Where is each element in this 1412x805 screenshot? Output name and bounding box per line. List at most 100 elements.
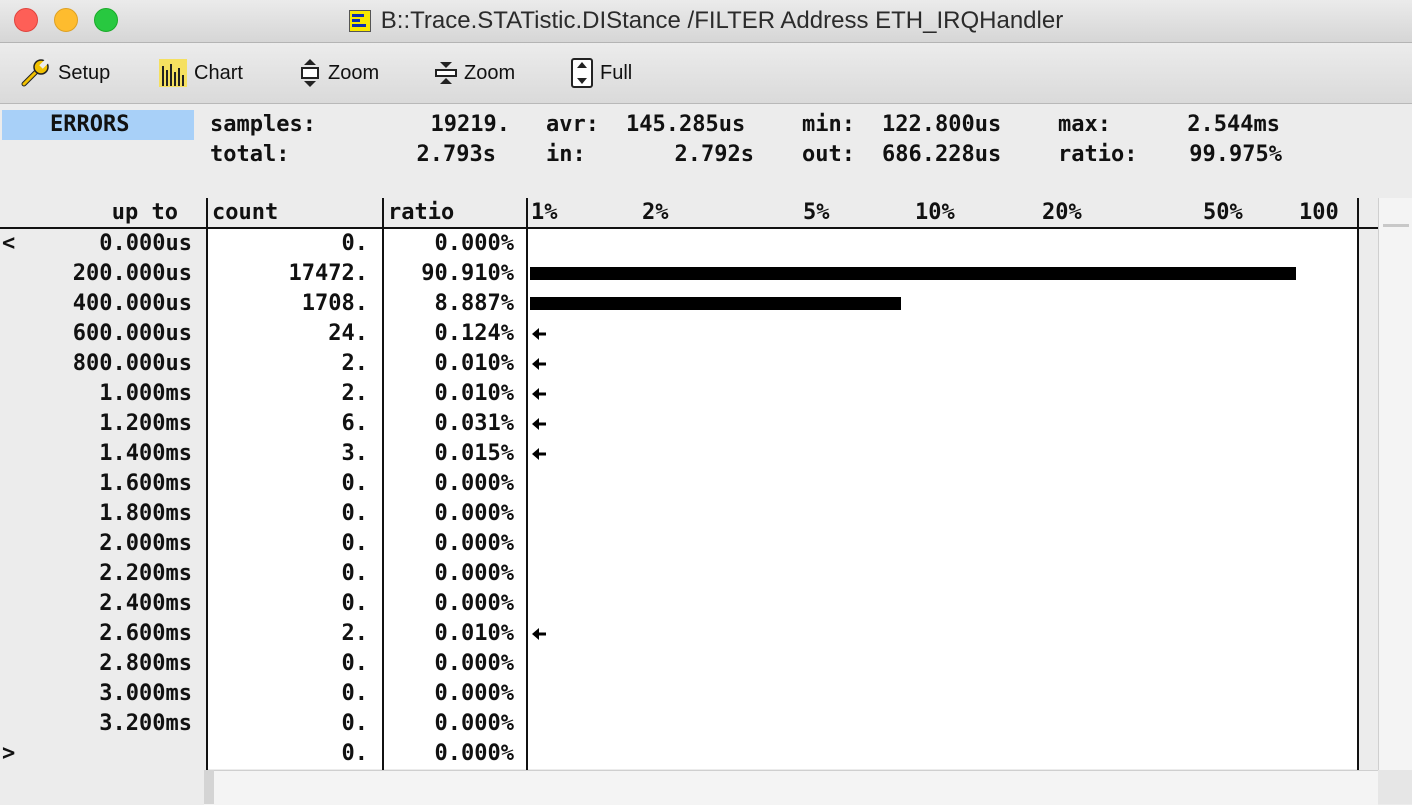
trace-list-icon bbox=[348, 10, 371, 32]
row-ratio: 0.010% bbox=[434, 381, 514, 406]
scale-label-50pct: 50% bbox=[1203, 200, 1243, 225]
vertical-scrollbar[interactable] bbox=[1378, 198, 1412, 770]
table-row[interactable]: 1.800ms 0. 0.000% bbox=[0, 499, 1378, 529]
maximize-window-button[interactable] bbox=[94, 8, 118, 32]
table-row[interactable]: 400.000us 1708. 8.887% bbox=[0, 289, 1378, 319]
setup-label: Setup bbox=[58, 61, 111, 84]
row-upto: 600.000us bbox=[72, 321, 192, 346]
table-row[interactable]: 3.200ms 0. 0.000% bbox=[0, 709, 1378, 739]
table-row[interactable]: 2.000ms 0. 0.000% bbox=[0, 529, 1378, 559]
out-value: 686.228us bbox=[882, 142, 1002, 167]
avr-label: avr: bbox=[546, 112, 599, 137]
min-label: min: bbox=[802, 112, 855, 137]
row-upto: 1.800ms bbox=[99, 501, 192, 526]
row-upto: 2.000ms bbox=[99, 531, 192, 556]
row-count: 0. bbox=[341, 231, 369, 256]
distribution-table[interactable]: <0.000us 0. 0.000% 200.000us 17472. 90.910% 40… bbox=[0, 229, 1378, 769]
horizontal-scrollbar[interactable] bbox=[204, 770, 1378, 805]
scale-label-100pct: 100 bbox=[1299, 200, 1339, 225]
below-scale-arrow-icon bbox=[532, 628, 546, 640]
table-row[interactable]: 1.000ms 2. 0.010% bbox=[0, 379, 1378, 409]
column-header-ratio[interactable]: ratio bbox=[388, 200, 455, 225]
chart-icon bbox=[159, 59, 187, 87]
total-value: 2.793s bbox=[416, 142, 496, 167]
footer-left-area bbox=[0, 770, 204, 804]
column-header-count[interactable]: count bbox=[212, 200, 279, 225]
row-count: 17472. bbox=[288, 261, 368, 286]
close-window-button[interactable] bbox=[14, 8, 38, 32]
table-row[interactable]: 1.200ms 6. 0.031% bbox=[0, 409, 1378, 439]
table-row[interactable]: 2.400ms 0. 0.000% bbox=[0, 589, 1378, 619]
zoom-out-label: Zoom bbox=[464, 61, 516, 84]
scale-label-10pct: 10% bbox=[915, 200, 955, 225]
row-upto: 1.000ms bbox=[99, 381, 192, 406]
table-row[interactable]: 1.600ms 0. 0.000% bbox=[0, 469, 1378, 499]
row-count: 6. bbox=[341, 411, 369, 436]
table-row[interactable]: 2.800ms 0. 0.000% bbox=[0, 649, 1378, 679]
zoom-out-button[interactable]: Zoom bbox=[434, 55, 515, 91]
avr-value: 145.285us bbox=[626, 112, 746, 137]
row-count: 2. bbox=[341, 381, 369, 406]
table-row[interactable]: 3.000ms 0. 0.000% bbox=[0, 679, 1378, 709]
row-count: 0. bbox=[341, 741, 369, 766]
full-icon bbox=[571, 58, 593, 88]
table-row[interactable]: 600.000us 24. 0.124% bbox=[0, 319, 1378, 349]
table-row[interactable]: 800.000us 2. 0.010% bbox=[0, 349, 1378, 379]
table-row[interactable]: <0.000us 0. 0.000% bbox=[0, 229, 1378, 259]
row-ratio: 0.015% bbox=[434, 441, 514, 466]
row-count: 1708. bbox=[301, 291, 368, 316]
below-scale-arrow-icon bbox=[532, 448, 546, 460]
row-ratio: 0.000% bbox=[434, 741, 514, 766]
row-count: 0. bbox=[341, 651, 369, 676]
window-title: B::Trace.STATistic.DIStance /FILTER Addr… bbox=[380, 7, 1064, 34]
row-upto: 1.400ms bbox=[99, 441, 192, 466]
row-ratio: 8.887% bbox=[434, 291, 514, 316]
ratio-label: ratio: bbox=[1058, 142, 1138, 167]
row-ratio: 0.000% bbox=[434, 591, 514, 616]
row-upto: 3.200ms bbox=[99, 711, 192, 736]
row-ratio: 0.010% bbox=[434, 351, 514, 376]
setup-button[interactable]: Setup bbox=[20, 55, 110, 91]
column-divider bbox=[526, 198, 528, 770]
table-row[interactable]: 2.200ms 0. 0.000% bbox=[0, 559, 1378, 589]
row-count: 0. bbox=[341, 681, 369, 706]
below-scale-arrow-icon bbox=[532, 388, 546, 400]
table-row[interactable]: 2.600ms 2. 0.010% bbox=[0, 619, 1378, 649]
zoom-in-label: Zoom bbox=[328, 61, 380, 84]
row-ratio: 0.000% bbox=[434, 231, 514, 256]
errors-badge[interactable]: ERRORS bbox=[2, 110, 194, 140]
column-header-upto[interactable]: up to bbox=[111, 200, 178, 225]
zoom-in-icon bbox=[301, 59, 319, 87]
row-count: 0. bbox=[341, 531, 369, 556]
row-count: 0. bbox=[341, 471, 369, 496]
row-upto: 400.000us bbox=[72, 291, 192, 316]
row-ratio: 0.124% bbox=[434, 321, 514, 346]
zoom-in-button[interactable]: Zoom bbox=[298, 55, 379, 91]
graph-right-border bbox=[1357, 198, 1359, 770]
chart-button[interactable]: Chart bbox=[158, 55, 243, 91]
row-ratio: 0.010% bbox=[434, 621, 514, 646]
scale-label-20pct: 20% bbox=[1042, 200, 1082, 225]
table-body-background bbox=[208, 229, 1358, 769]
horizontal-scrollbar-thumb[interactable] bbox=[204, 770, 214, 804]
scale-label-5pct: 5% bbox=[803, 200, 830, 225]
max-value: 2.544ms bbox=[1187, 112, 1280, 137]
ratio-value: 99.975% bbox=[1189, 142, 1282, 167]
row-ratio: 0.000% bbox=[434, 651, 514, 676]
wrench-icon bbox=[21, 58, 50, 87]
below-scale-arrow-icon bbox=[532, 358, 546, 370]
table-row[interactable]: 200.000us 17472. 90.910% bbox=[0, 259, 1378, 289]
table-row[interactable]: >0. 0.000% bbox=[0, 739, 1378, 769]
scrollbar-corner bbox=[1378, 770, 1412, 804]
row-upto: 2.400ms bbox=[99, 591, 192, 616]
table-row[interactable]: 1.400ms 3. 0.015% bbox=[0, 439, 1378, 469]
in-value: 2.792s bbox=[674, 142, 754, 167]
in-label: in: bbox=[546, 142, 586, 167]
row-upto: 1.200ms bbox=[99, 411, 192, 436]
minimize-window-button[interactable] bbox=[54, 8, 78, 32]
vertical-scrollbar-thumb[interactable] bbox=[1383, 224, 1409, 227]
statistics-summary: ERRORS samples: 19219. avr: 145.285us mi… bbox=[0, 104, 1412, 198]
full-button[interactable]: Full bbox=[570, 55, 632, 91]
row-ratio: 0.000% bbox=[434, 681, 514, 706]
row-range-marker: > bbox=[2, 741, 16, 766]
